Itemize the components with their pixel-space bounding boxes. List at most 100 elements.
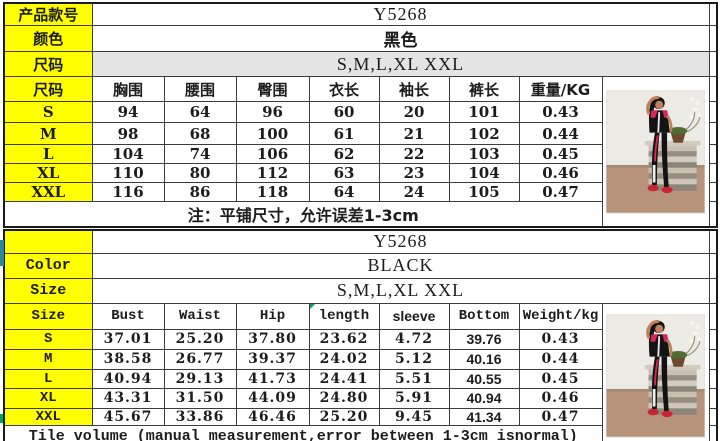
value-cell: 23 [378, 163, 450, 183]
value-cell: 103 [448, 144, 520, 164]
value-cell: 43.31 [91, 387, 165, 409]
value-cell: 116 [91, 182, 165, 202]
size-cell: S [3, 101, 93, 123]
note-en-cell: Tile volume (manual measurement,error be… [3, 424, 603, 441]
value-cell: 102 [448, 122, 520, 145]
header-weight: 重量/KG [518, 76, 603, 102]
value-cell: 62 [308, 144, 380, 164]
row-color: Color BLACK [3, 252, 718, 279]
green-corner-artifact [0, 414, 3, 423]
value-cell: 5.51 [378, 368, 450, 389]
row-sizes: Size S,M,L,XL XXL [3, 277, 718, 304]
product-no-label-cell: 产品款号 [3, 2, 93, 26]
edge-cell [708, 407, 718, 426]
row-color: 颜色 黑色 [3, 25, 718, 52]
value-cell: 5.12 [378, 348, 450, 370]
value-cell: 4.72 [378, 328, 450, 350]
header-length: length [308, 302, 380, 330]
header-size: 尺码 [3, 76, 93, 102]
data-row-M: M 38.58 26.77 39.37 24.02 5.12 40.16 0.44 [3, 348, 718, 370]
color-value-cell: 黑色 [91, 25, 710, 52]
model-photo-image [606, 89, 705, 215]
value-cell: 40.55 [448, 368, 520, 389]
value-cell: 0.44 [518, 122, 603, 145]
product-no-value-cell: Y5268 [91, 229, 710, 254]
value-cell: 26.77 [163, 348, 237, 370]
header-hip: Hip [235, 302, 310, 330]
size-label-cell: Size [3, 277, 93, 304]
note-cn-cell: 注：平铺尺寸，允许误差1-3cm [3, 201, 603, 228]
size-cell: M [3, 348, 93, 370]
value-cell: 118 [235, 182, 310, 202]
edge-cell [708, 387, 718, 409]
value-cell: 0.46 [518, 163, 603, 183]
value-cell: 22 [378, 144, 450, 164]
value-cell: 24.80 [308, 387, 380, 409]
header-length: 衣长 [308, 76, 380, 102]
value-cell: 106 [235, 144, 310, 164]
value-cell: 0.47 [518, 182, 603, 202]
header-pants: 裤长 [448, 76, 520, 102]
size-cell: L [3, 144, 93, 164]
size-cell: XL [3, 163, 93, 183]
size-cell: XL [3, 387, 93, 409]
header-weight: Weight/kg [518, 302, 603, 330]
size-label-cell: 尺码 [3, 51, 93, 77]
edge-cell [708, 277, 718, 304]
value-cell: 37.01 [91, 328, 165, 350]
value-cell: 110 [91, 163, 165, 183]
value-cell: 31.50 [163, 387, 237, 409]
value-cell: 24.41 [308, 368, 380, 389]
data-row-XL: XL 43.31 31.50 44.09 24.80 5.91 40.94 0.46 [3, 387, 718, 409]
value-cell: 21 [378, 122, 450, 145]
value-cell: 46.46 [235, 407, 310, 426]
data-row-S: S 37.01 25.20 37.80 23.62 4.72 39.76 0.43 [3, 328, 718, 350]
product-photo-top [601, 76, 710, 228]
value-cell: 41.34 [448, 407, 520, 426]
edge-cell [708, 229, 718, 254]
value-cell: 40.94 [91, 368, 165, 389]
value-cell: 0.43 [518, 101, 603, 123]
value-cell: 45.67 [91, 407, 165, 426]
value-cell: 60 [308, 101, 380, 123]
value-cell: 80 [163, 163, 237, 183]
value-cell: 20 [378, 101, 450, 123]
edge-cell [708, 424, 718, 441]
value-cell: 0.43 [518, 328, 603, 350]
product-no-label-cell [3, 229, 93, 254]
row-product-no: Y5268 [3, 229, 718, 254]
value-cell: 0.44 [518, 348, 603, 370]
value-cell: 40.94 [448, 387, 520, 409]
value-cell: 29.13 [163, 368, 237, 389]
value-cell: 74 [163, 144, 237, 164]
color-value-cell: BLACK [91, 252, 710, 279]
header-bottom: Bottom [448, 302, 520, 330]
value-cell: 40.16 [448, 348, 520, 370]
header-hip: 臀围 [235, 76, 310, 102]
value-cell: 61 [308, 122, 380, 145]
header-waist: Waist [163, 302, 237, 330]
model-photo-image [606, 313, 705, 439]
row-product-no: 产品款号 Y5268 [3, 2, 718, 26]
size-table-cn: 产品款号 Y5268 颜色 黑色 尺码 S,M,L,XL XXL 尺码 胸围 [3, 2, 718, 228]
edge-cell [708, 76, 718, 102]
value-cell: 25.20 [163, 328, 237, 350]
header-bust: Bust [91, 302, 165, 330]
size-cell: S [3, 328, 93, 350]
value-cell: 24 [378, 182, 450, 202]
size-cell: M [3, 122, 93, 145]
size-values-cell: S,M,L,XL XXL [91, 51, 710, 77]
value-cell: 98 [91, 122, 165, 145]
header-bust: 胸围 [91, 76, 165, 102]
header-row: Size Bust Waist Hip length sleeve Bottom… [3, 302, 718, 441]
data-row-XL: XL 110 80 112 63 23 104 0.46 [3, 163, 718, 183]
value-cell: 86 [163, 182, 237, 202]
edge-cell [708, 144, 718, 164]
note-row: 注：平铺尺寸，允许误差1-3cm [3, 201, 718, 228]
value-cell: 25.20 [308, 407, 380, 426]
edge-cell [708, 51, 718, 77]
edge-cell [708, 163, 718, 183]
data-row-XXL: XXL 116 86 118 64 24 105 0.47 [3, 182, 718, 202]
edge-cell [708, 252, 718, 279]
value-cell: 39.76 [448, 328, 520, 350]
